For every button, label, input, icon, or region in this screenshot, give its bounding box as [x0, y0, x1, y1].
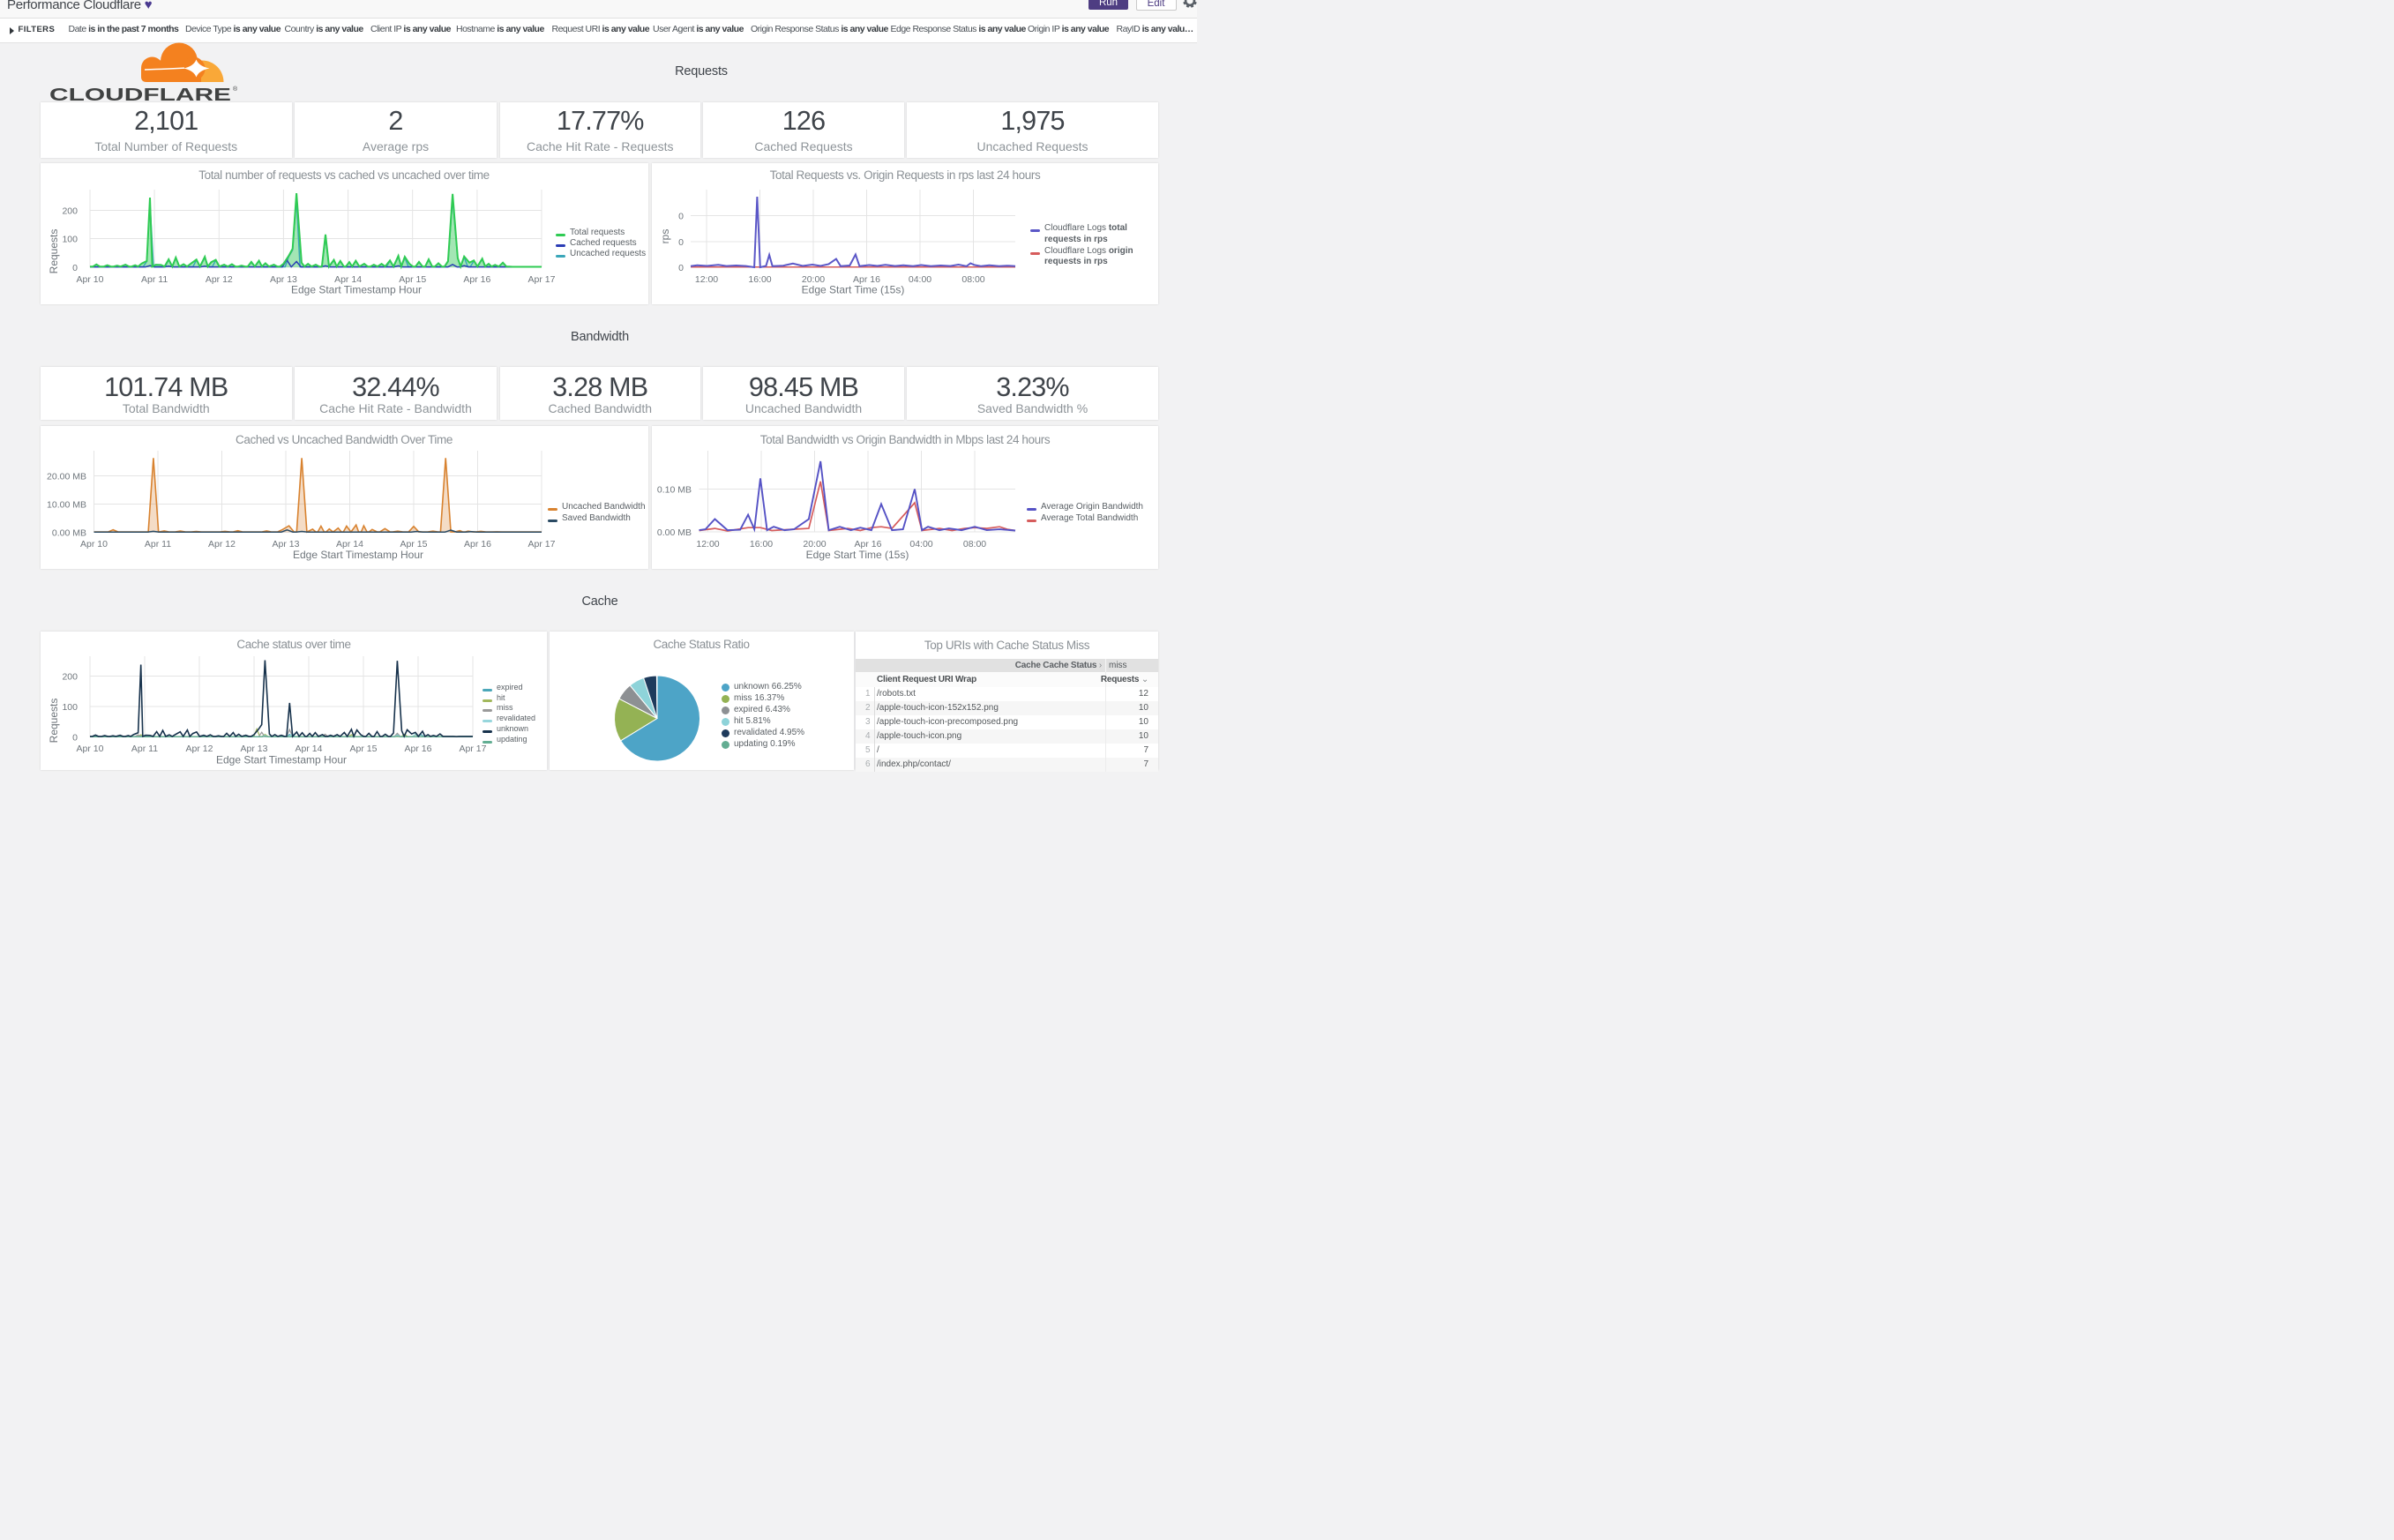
svg-text:0: 0: [72, 733, 78, 744]
svg-text:Apr 15: Apr 15: [399, 274, 426, 285]
svg-text:Apr 17: Apr 17: [528, 539, 556, 549]
svg-text:08:00: 08:00: [963, 539, 986, 549]
svg-text:20:00: 20:00: [803, 539, 826, 549]
svg-text:Apr 14: Apr 14: [334, 274, 362, 285]
svg-text:20:00: 20:00: [802, 274, 825, 285]
svg-text:Requests: Requests: [48, 699, 60, 744]
svg-text:Edge Start Timestamp Hour: Edge Start Timestamp Hour: [216, 754, 347, 766]
svg-text:Apr 16: Apr 16: [464, 539, 491, 549]
svg-text:Edge Start Timestamp Hour: Edge Start Timestamp Hour: [293, 549, 423, 561]
svg-text:04:00: 04:00: [909, 539, 932, 549]
svg-text:0: 0: [678, 212, 684, 222]
svg-text:12:00: 12:00: [695, 274, 718, 285]
svg-text:Apr 11: Apr 11: [141, 274, 168, 285]
svg-text:0.00 MB: 0.00 MB: [52, 528, 86, 539]
svg-text:Requests: Requests: [48, 229, 60, 274]
svg-text:Apr 17: Apr 17: [460, 744, 487, 754]
svg-text:Apr 15: Apr 15: [350, 744, 378, 754]
svg-text:16:00: 16:00: [748, 274, 771, 285]
svg-text:Apr 13: Apr 13: [270, 274, 297, 285]
svg-text:Apr 17: Apr 17: [528, 274, 556, 285]
svg-text:Apr 12: Apr 12: [206, 274, 233, 285]
svg-text:200: 200: [62, 206, 78, 217]
svg-text:100: 100: [62, 235, 78, 245]
svg-text:Apr 12: Apr 12: [208, 539, 236, 549]
svg-text:100: 100: [62, 702, 78, 713]
svg-text:0.00 MB: 0.00 MB: [657, 527, 692, 538]
svg-text:Apr 16: Apr 16: [405, 744, 432, 754]
svg-text:CLOUDFLARE: CLOUDFLARE: [49, 86, 231, 101]
svg-text:0: 0: [678, 263, 684, 273]
svg-text:Apr 11: Apr 11: [131, 744, 158, 754]
svg-text:Apr 13: Apr 13: [273, 539, 300, 549]
svg-text:0.10 MB: 0.10 MB: [657, 485, 692, 496]
svg-text:Apr 13: Apr 13: [241, 744, 268, 754]
svg-text:Apr 12: Apr 12: [186, 744, 213, 754]
svg-text:rps: rps: [659, 229, 671, 244]
svg-text:Apr 15: Apr 15: [400, 539, 428, 549]
svg-text:200: 200: [62, 672, 78, 683]
svg-text:®: ®: [233, 86, 238, 93]
svg-text:0: 0: [678, 237, 684, 248]
svg-text:Apr 16: Apr 16: [853, 274, 880, 285]
svg-text:Edge Start Time (15s): Edge Start Time (15s): [806, 549, 909, 561]
svg-text:20.00 MB: 20.00 MB: [47, 472, 86, 482]
svg-text:10.00 MB: 10.00 MB: [47, 500, 86, 511]
svg-text:Apr 10: Apr 10: [80, 539, 108, 549]
svg-text:Edge Start Timestamp Hour: Edge Start Timestamp Hour: [291, 284, 422, 296]
svg-text:08:00: 08:00: [961, 274, 984, 285]
svg-text:Apr 16: Apr 16: [463, 274, 490, 285]
svg-text:04:00: 04:00: [909, 274, 931, 285]
svg-text:Apr 10: Apr 10: [77, 274, 104, 285]
svg-text:Apr 11: Apr 11: [145, 539, 171, 549]
svg-text:Apr 14: Apr 14: [336, 539, 363, 549]
svg-text:Apr 14: Apr 14: [296, 744, 323, 754]
svg-text:Edge Start Time (15s): Edge Start Time (15s): [802, 284, 905, 296]
svg-text:16:00: 16:00: [750, 539, 773, 549]
svg-text:12:00: 12:00: [696, 539, 719, 549]
svg-text:Apr 10: Apr 10: [77, 744, 104, 754]
svg-text:Apr 16: Apr 16: [855, 539, 882, 549]
svg-text:0: 0: [72, 263, 78, 273]
